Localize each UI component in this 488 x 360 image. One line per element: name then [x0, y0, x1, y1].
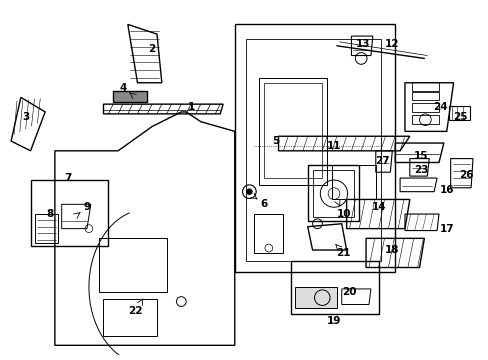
Bar [113, 90, 147, 102]
Bar [411, 91, 438, 100]
Text: 17: 17 [439, 224, 453, 234]
Text: 21: 21 [336, 248, 350, 258]
Text: 25: 25 [452, 112, 467, 122]
Text: 24: 24 [433, 102, 447, 112]
Text: 5: 5 [271, 136, 279, 146]
Text: 10: 10 [336, 209, 350, 219]
Bar [290, 261, 378, 314]
Text: 11: 11 [326, 141, 341, 151]
Bar [411, 103, 438, 112]
Text: 6: 6 [260, 199, 267, 209]
Text: 12: 12 [384, 39, 399, 49]
Text: 7: 7 [64, 173, 71, 183]
Bar [234, 24, 394, 273]
Text: 4: 4 [119, 82, 126, 93]
Text: 26: 26 [458, 170, 472, 180]
Text: 3: 3 [22, 112, 29, 122]
Text: 1: 1 [187, 102, 194, 112]
Text: 18: 18 [384, 245, 399, 255]
Polygon shape [294, 287, 336, 309]
Text: 22: 22 [128, 306, 142, 316]
Text: 8: 8 [46, 209, 54, 219]
Text: 14: 14 [370, 202, 385, 212]
Text: 9: 9 [83, 202, 90, 212]
Text: 2: 2 [148, 44, 155, 54]
Text: 19: 19 [326, 316, 341, 326]
Text: 13: 13 [355, 39, 369, 49]
Circle shape [246, 189, 252, 195]
Text: 27: 27 [374, 156, 389, 166]
Text: 23: 23 [413, 165, 428, 175]
Text: 15: 15 [413, 151, 428, 161]
Bar [30, 180, 108, 246]
Bar [411, 82, 438, 90]
Bar [411, 115, 438, 123]
Text: 16: 16 [439, 185, 453, 195]
Bar [103, 299, 157, 336]
Text: 20: 20 [342, 287, 356, 297]
Bar [99, 238, 166, 292]
